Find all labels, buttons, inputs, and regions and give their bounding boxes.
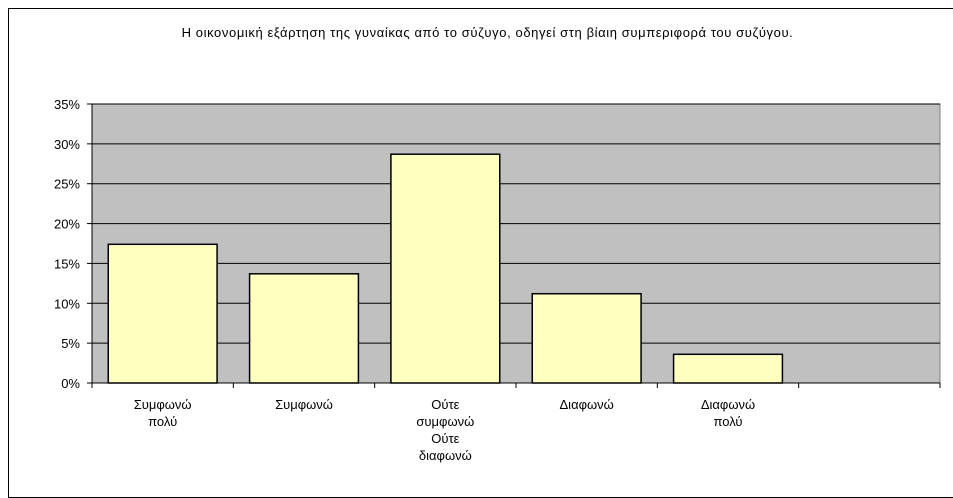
x-tick-label: Συμφωνώ πολύ — [134, 397, 192, 429]
y-tick-label: 20% — [54, 217, 80, 232]
x-tick-label: Συμφωνώ — [275, 397, 333, 412]
x-tick-label: Διαφωνώ — [560, 397, 614, 412]
bar — [531, 292, 642, 384]
x-tick-label-line: Διαφωνώ — [701, 397, 755, 412]
y-tick-label: 10% — [54, 296, 80, 311]
y-tick-label: 30% — [54, 137, 80, 152]
y-tick-label: 15% — [54, 256, 80, 271]
bar — [390, 153, 501, 384]
bar — [107, 243, 218, 384]
plot-area — [91, 103, 941, 384]
x-tick-label-line: διαφωνώ — [419, 448, 472, 463]
y-tick-label: 25% — [54, 177, 80, 192]
chart: 0%5%10%15%20%25%30%35%Συμφωνώ πολύΣυμφωνώ… — [54, 97, 941, 463]
chart-title: Η οικονομική εξάρτηση της γυναίκας από τ… — [181, 25, 794, 40]
x-tick-label-line: πολύ — [148, 414, 177, 429]
x-tick-label-line: Διαφωνώ — [560, 397, 614, 412]
x-tick-label: Διαφωνώ πολύ — [701, 397, 755, 429]
x-tick-label-line: Συμφωνώ — [275, 397, 333, 412]
bar — [672, 353, 784, 384]
y-tick-label: 0% — [61, 376, 80, 391]
x-tick-label-line: Ούτε — [431, 431, 459, 446]
x-tick-label: Ούτε συμφωνώ Ούτε διαφωνώ — [416, 397, 474, 463]
x-tick-label-line: Συμφωνώ — [134, 397, 192, 412]
bar — [248, 273, 360, 384]
x-tick-label-line: Ούτε — [431, 397, 459, 412]
y-tick-label: 35% — [54, 97, 80, 112]
page: {"chart_data": {"type": "bar", "title": … — [8, 8, 953, 498]
x-tick-label-line: συμφωνώ — [416, 414, 474, 429]
y-tick-label: 5% — [61, 336, 80, 351]
x-tick-label-line: πολύ — [713, 414, 742, 429]
